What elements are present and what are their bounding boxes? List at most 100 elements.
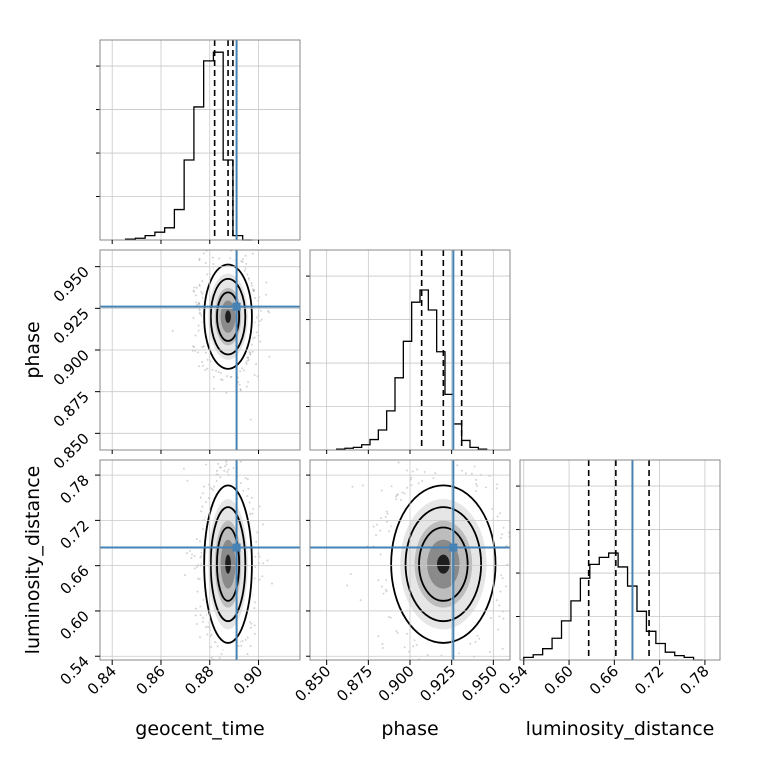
sample-point — [408, 688, 410, 690]
sample-point — [219, 476, 222, 479]
sample-point — [259, 309, 262, 312]
sample-point — [206, 358, 209, 361]
sample-point — [267, 309, 270, 312]
sample-point — [244, 638, 247, 641]
xtick-label-geocent-time: 0.88 — [181, 662, 217, 698]
scatter-group-panel-geocent-time-phase — [171, 200, 271, 421]
sample-point — [359, 599, 362, 602]
sample-point — [262, 562, 265, 565]
sample-point — [505, 585, 508, 588]
sample-point — [245, 262, 248, 265]
sample-point — [456, 464, 459, 467]
sample-point — [220, 466, 223, 469]
sample-point — [246, 478, 249, 481]
sample-point — [210, 656, 213, 659]
sample-point — [207, 497, 210, 500]
sample-point — [190, 553, 193, 556]
sample-point — [475, 478, 478, 481]
sample-point — [195, 301, 198, 304]
sample-point — [261, 575, 264, 578]
sample-point — [218, 466, 221, 469]
sample-point — [220, 200, 222, 202]
sample-point — [198, 283, 201, 286]
sample-point — [496, 515, 499, 518]
sample-point — [489, 617, 492, 620]
sample-point — [198, 259, 201, 262]
truth-marker-panel-phase-luminosity-distance — [449, 543, 458, 552]
sample-point — [475, 490, 478, 493]
sample-point — [249, 626, 252, 629]
xtick-label-geocent-time: 0.90 — [230, 662, 266, 698]
sample-point — [247, 358, 250, 361]
sample-point — [241, 260, 244, 263]
sample-point — [526, 590, 528, 592]
sample-point — [237, 644, 240, 647]
truth-marker-panel-geocent-time-phase — [232, 302, 241, 311]
sample-point — [246, 273, 249, 276]
sample-point — [239, 389, 242, 392]
sample-point — [199, 313, 202, 316]
sample-point — [260, 318, 263, 321]
contour-panel-geocent-time-luminosity-distance-1 — [209, 506, 247, 623]
sample-point — [201, 360, 204, 363]
sample-point — [206, 273, 209, 276]
sample-point — [385, 510, 388, 513]
sample-point — [396, 493, 399, 496]
sample-point — [500, 533, 503, 536]
sample-point — [247, 356, 250, 359]
sample-point — [251, 512, 254, 515]
sample-point — [239, 370, 242, 373]
sample-point — [206, 367, 209, 370]
sample-point — [213, 485, 216, 488]
sample-point — [261, 523, 264, 526]
sample-point — [386, 520, 389, 523]
sample-point — [265, 293, 268, 296]
sample-point — [230, 672, 232, 674]
contour-panel-geocent-time-phase-2 — [216, 291, 241, 342]
sample-point — [423, 470, 426, 473]
sample-point — [346, 584, 349, 587]
sample-point — [512, 529, 514, 531]
sample-point — [381, 642, 384, 645]
sample-point — [212, 489, 215, 492]
sample-point — [248, 501, 251, 504]
sample-point — [204, 368, 207, 371]
sample-point — [250, 622, 253, 625]
sample-point — [232, 466, 235, 469]
sample-point — [198, 301, 201, 304]
sample-point — [195, 286, 198, 289]
sample-point — [242, 489, 245, 492]
sample-point — [200, 290, 203, 293]
sample-point — [417, 482, 420, 485]
sample-point — [229, 668, 231, 670]
sample-point — [473, 465, 476, 468]
sample-point — [248, 351, 251, 354]
sample-point — [230, 376, 233, 379]
xtick-label-luminosity-distance: 0.60 — [541, 662, 577, 698]
sample-point — [395, 494, 398, 497]
sample-point — [218, 242, 220, 244]
sample-point — [196, 566, 199, 569]
x-axis-title-phase: phase — [381, 718, 438, 740]
sample-point — [198, 365, 201, 368]
sample-point — [201, 528, 204, 531]
sample-point — [230, 677, 232, 679]
sample-point — [419, 451, 421, 453]
xtick-label-phase: 0.925 — [416, 662, 459, 705]
sample-point — [251, 350, 254, 353]
sample-point — [255, 331, 258, 334]
sample-point — [199, 605, 202, 608]
sample-point — [513, 590, 515, 592]
sample-point — [194, 294, 197, 297]
sample-point — [377, 635, 380, 638]
sample-point — [400, 498, 403, 501]
contour-panel-geocent-time-luminosity-distance-0 — [203, 484, 253, 644]
sample-point — [246, 653, 249, 656]
sample-point — [405, 469, 408, 472]
sample-point — [266, 559, 269, 562]
sample-point — [185, 552, 188, 555]
sample-point — [245, 361, 248, 364]
sample-point — [244, 267, 247, 270]
xtick-label-geocent-time: 0.86 — [132, 662, 168, 698]
sample-point — [380, 585, 383, 588]
